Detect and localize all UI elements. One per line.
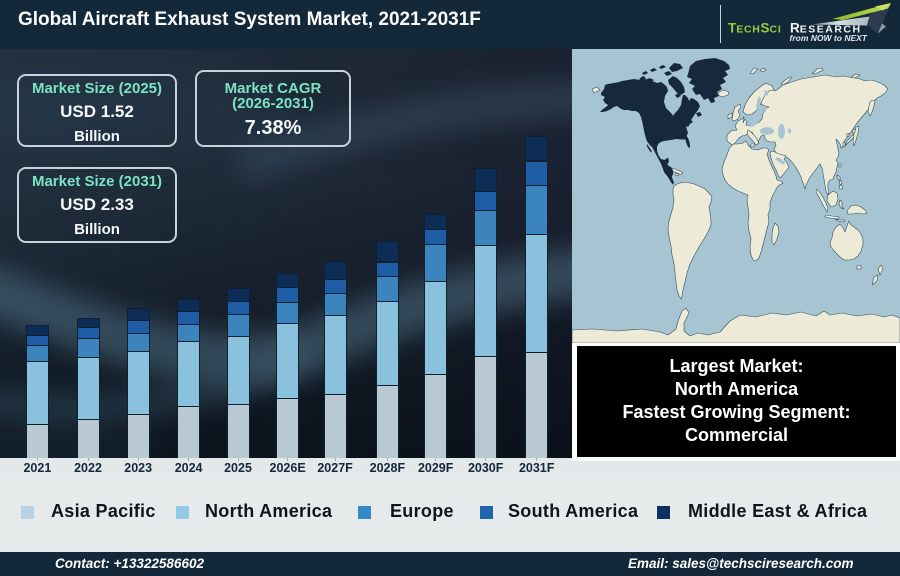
svg-text:RESEARCH: RESEARCH bbox=[790, 21, 862, 36]
svg-text:TECHSCI: TECHSCI bbox=[728, 21, 781, 36]
svg-text:from NOW to NEXT: from NOW to NEXT bbox=[790, 33, 868, 43]
